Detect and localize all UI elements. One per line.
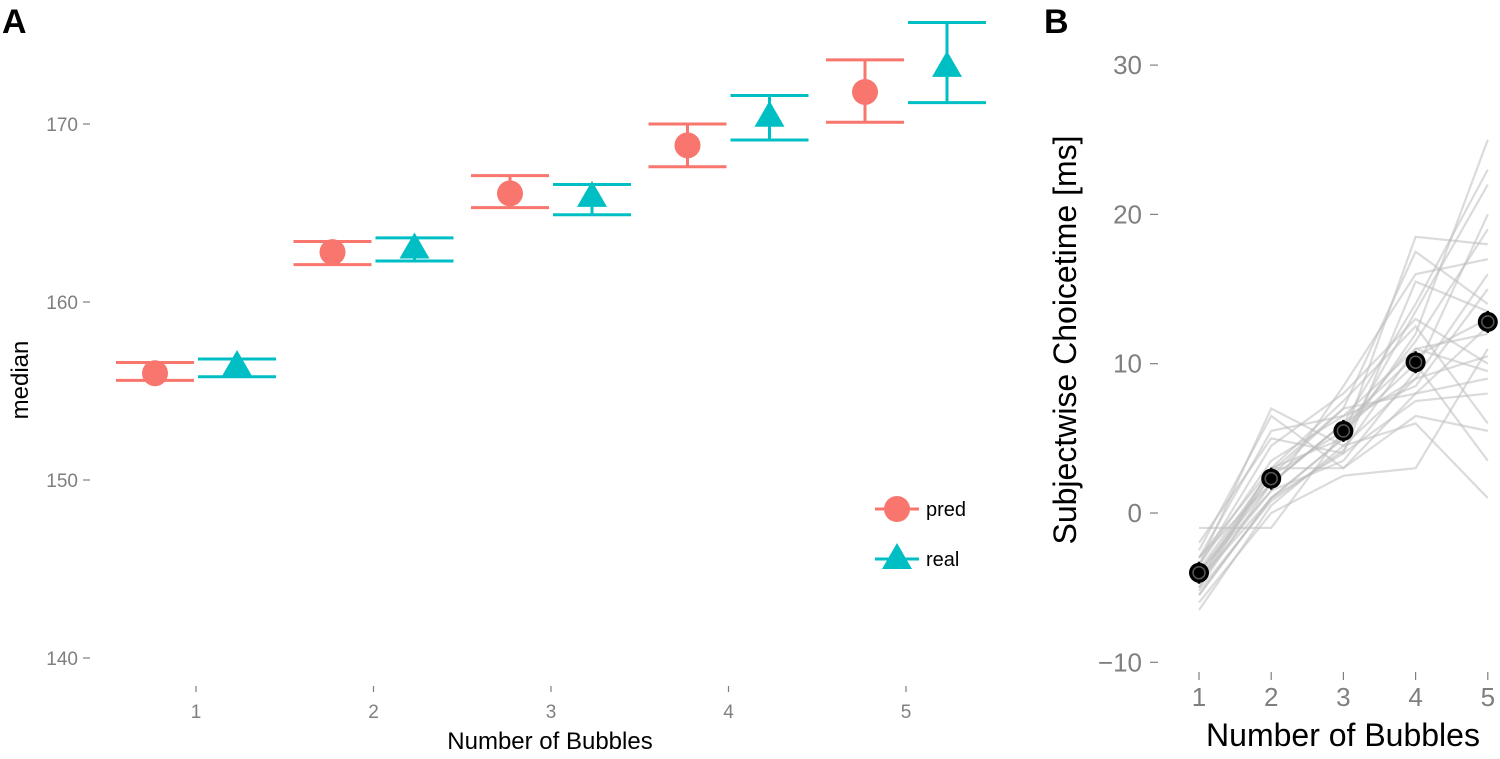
real-point [754, 100, 785, 127]
subject-line [1198, 348, 1489, 604]
real-point [399, 232, 430, 259]
y-tick-label: 140 [46, 649, 78, 670]
subject-line [1198, 288, 1489, 566]
pred-point [319, 239, 346, 266]
x-tick-label: 3 [546, 702, 557, 723]
x-tick-label: 5 [1481, 682, 1495, 712]
panel-a-x-axis-title: Number of Bubbles [447, 728, 652, 755]
pred-point [674, 132, 701, 159]
mean-point [1333, 420, 1354, 441]
mean-point [1261, 468, 1282, 489]
legend-key-real [882, 543, 912, 569]
x-tick-label: 5 [901, 702, 912, 723]
panel-a-plot: 140 150 160 170 1 2 3 4 5 Number of Bubbles med… [7, 21, 986, 755]
x-tick-label: 4 [1408, 682, 1422, 712]
x-tick-label: 4 [723, 702, 734, 723]
x-tick-label: 1 [191, 702, 202, 723]
y-tick-label: 160 [46, 293, 78, 314]
mean-point-ring [1192, 565, 1206, 580]
subject-line [1198, 273, 1489, 611]
panel-b-y-axis: −10 0 10 20 30 [1098, 50, 1158, 677]
x-tick-label: 2 [368, 702, 379, 723]
real-point [932, 50, 962, 77]
subject-line [1198, 347, 1489, 592]
subject-line [1198, 325, 1489, 571]
y-tick-label: 150 [46, 471, 78, 492]
legend: pred real [875, 496, 966, 571]
panel-b-x-axis: 1 2 3 4 5 [1192, 672, 1495, 712]
subject-line [1198, 183, 1489, 581]
panel-a-x-axis: 1 2 3 4 5 [191, 686, 912, 723]
subject-line [1198, 324, 1489, 559]
mean-point-ring [1408, 355, 1423, 369]
legend-label-pred: pred [926, 499, 966, 521]
subject-line [1198, 213, 1489, 581]
y-tick-label: 20 [1113, 199, 1142, 229]
mean-point-ring [1336, 424, 1351, 438]
pred-point [142, 360, 168, 387]
panel-a-y-axis-title: median [7, 341, 34, 420]
y-tick-label: 0 [1128, 498, 1142, 528]
panel-b-y-axis-title: Subjectwise Choicetime [ms] [1047, 135, 1083, 544]
panel-letter-a: A [2, 3, 27, 41]
panel-b-mean-points [1189, 310, 1498, 584]
legend-label-real: real [926, 549, 959, 571]
x-tick-label: 2 [1264, 682, 1278, 712]
panel-a-y-axis: 140 150 160 170 [46, 115, 90, 670]
y-tick-label: 10 [1113, 349, 1142, 379]
panel-letter-b: B [1044, 3, 1069, 41]
y-tick-label: −10 [1098, 647, 1142, 677]
mean-point [1189, 562, 1209, 583]
pred-point [852, 78, 878, 105]
y-tick-label: 30 [1113, 50, 1142, 80]
legend-key-pred [884, 496, 910, 522]
x-tick-label: 1 [1192, 682, 1206, 712]
mean-point [1405, 352, 1426, 373]
panel-b-plot: −10 0 10 20 30 1 2 3 4 5 Number of Bubbles Subje… [1047, 50, 1498, 753]
x-tick-label: 3 [1336, 682, 1350, 712]
mean-point-ring [1481, 315, 1495, 329]
real-point [222, 349, 252, 376]
panel-b-subject-lines [1198, 139, 1489, 611]
pred-point [497, 180, 523, 207]
y-tick-label: 170 [46, 115, 78, 136]
subject-line [1198, 406, 1489, 566]
mean-point [1477, 311, 1498, 332]
mean-point-ring [1264, 471, 1278, 486]
subject-line [1198, 317, 1489, 566]
subject-line [1198, 280, 1489, 544]
real-point [577, 180, 607, 207]
panel-a-marks [116, 21, 986, 387]
panel-b-x-axis-title: Number of Bubbles [1206, 717, 1480, 753]
